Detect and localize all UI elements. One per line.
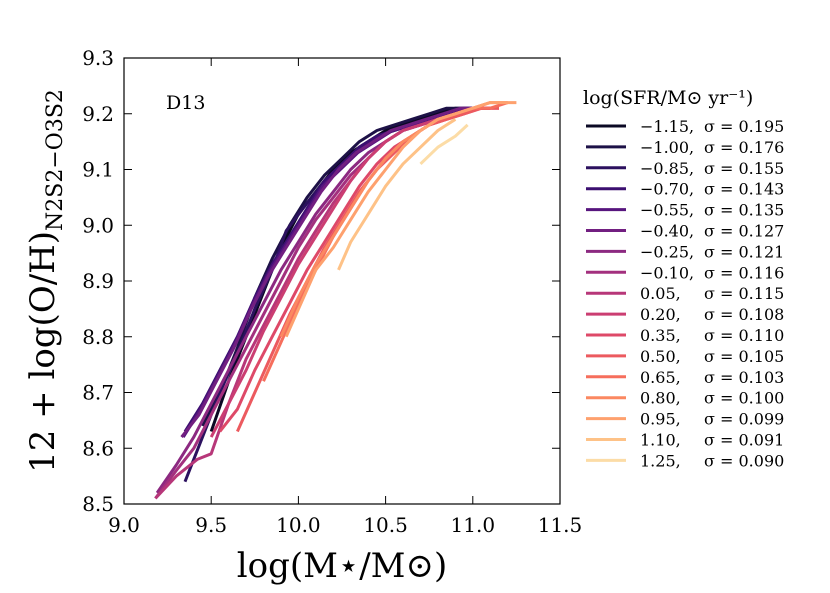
- legend-item: −0.70, σ = 0.143: [586, 180, 784, 199]
- legend-item: 0.05, σ = 0.115: [586, 284, 784, 303]
- legend-sfr-label: 0.20,: [640, 305, 681, 324]
- legend-sfr-label: −0.55,: [640, 201, 694, 220]
- legend-sigma-label: σ = 0.090: [704, 451, 784, 470]
- series-line-0: [209, 106, 491, 432]
- legend-item: 0.80, σ = 0.100: [586, 389, 784, 408]
- y-tick-label: 9.1: [82, 158, 114, 182]
- y-tick-label: 9.0: [82, 213, 114, 237]
- legend-item: −0.10, σ = 0.116: [586, 263, 784, 282]
- legend-sfr-label: 0.50,: [640, 347, 681, 366]
- legend-sfr-label: −1.00,: [640, 138, 694, 157]
- legend-sfr-label: 0.95,: [640, 410, 681, 429]
- x-tick-label: 9.5: [195, 513, 227, 537]
- legend-sigma-label: σ = 0.100: [704, 389, 784, 408]
- legend-sigma-label: σ = 0.143: [704, 180, 784, 199]
- legend-sfr-label: 0.80,: [640, 389, 681, 408]
- y-tick-label: 9.2: [82, 102, 114, 126]
- legend-item: 0.95, σ = 0.099: [586, 410, 784, 429]
- legend-item: −0.85, σ = 0.155: [586, 159, 784, 178]
- y-axis-label-sub: N2S2−O3S2: [43, 89, 68, 231]
- legend-item: 0.50, σ = 0.105: [586, 347, 784, 366]
- legend-sigma-label: σ = 0.103: [704, 368, 784, 387]
- legend-sfr-label: 1.10,: [640, 431, 681, 450]
- legend-item: −0.25, σ = 0.121: [586, 242, 784, 261]
- legend-item: −0.55, σ = 0.135: [586, 201, 784, 220]
- legend-sigma-label: σ = 0.108: [704, 305, 784, 324]
- y-tick-label: 8.5: [82, 492, 114, 516]
- legend-sigma-label: σ = 0.135: [704, 201, 784, 220]
- x-tick-label: 10.5: [363, 513, 408, 537]
- x-tick-label: 11.5: [538, 513, 583, 537]
- x-tick-label: 11.0: [451, 513, 496, 537]
- legend-item: 0.20, σ = 0.108: [586, 305, 784, 324]
- legend-sfr-label: −0.40,: [640, 222, 694, 241]
- legend-item: −1.00, σ = 0.176: [586, 138, 784, 157]
- legend-sigma-label: σ = 0.127: [704, 222, 784, 241]
- legend-sigma-label: σ = 0.115: [704, 284, 784, 303]
- y-tick-label: 8.8: [82, 325, 114, 349]
- y-tick-label: 8.6: [82, 436, 114, 460]
- legend-sfr-label: −1.15,: [640, 117, 694, 136]
- annotation-label: D13: [166, 92, 205, 114]
- legend-sigma-label: σ = 0.091: [704, 431, 784, 450]
- legend-sfr-label: 1.25,: [640, 451, 681, 470]
- legend-sigma-label: σ = 0.195: [704, 117, 784, 136]
- legend-sigma-label: σ = 0.176: [704, 138, 784, 157]
- series-line-14: [284, 101, 517, 338]
- y-axis-label-main: 12 + log(O/H): [23, 231, 63, 473]
- legend-item: 1.25, σ = 0.090: [586, 451, 784, 470]
- y-axis-label-group: 12 + log(O/H)N2S2−O3S2: [23, 89, 68, 473]
- series-layer: [154, 101, 517, 500]
- legend-title: log(SFR/M⊙ yr⁻¹): [583, 87, 753, 109]
- legend-item: 0.35, σ = 0.110: [586, 326, 784, 345]
- y-tick-label: 8.9: [82, 269, 114, 293]
- legend-item: 0.65, σ = 0.103: [586, 368, 784, 387]
- legend-item: −1.15, σ = 0.195: [586, 117, 784, 136]
- y-axis-label: 12 + log(O/H)N2S2−O3S2: [23, 89, 68, 473]
- legend-sfr-label: −0.10,: [640, 263, 694, 282]
- x-axis-label: log(M⋆/M⊙): [237, 546, 448, 586]
- legend: −1.15, σ = 0.195 −1.00, σ = 0.176 −0.85, σ = …: [586, 117, 784, 470]
- series-line-5: [180, 106, 478, 439]
- legend-sfr-label: 0.65,: [640, 368, 681, 387]
- legend-sfr-label: 0.05,: [640, 284, 681, 303]
- legend-sigma-label: σ = 0.110: [704, 326, 784, 345]
- tick-layer: 9.0 9.5 10.0 10.5 11.0 11.5 8.5 8.6 8.7 8.8 8.9 9.0…: [82, 46, 582, 537]
- legend-sigma-label: σ = 0.155: [704, 159, 784, 178]
- legend-sigma-label: σ = 0.116: [704, 263, 784, 282]
- legend-sfr-label: 0.35,: [640, 326, 681, 345]
- y-tick-label: 9.3: [82, 46, 114, 70]
- x-tick-label: 10.0: [276, 513, 321, 537]
- legend-item: 1.10, σ = 0.091: [586, 431, 784, 450]
- legend-item: −0.40, σ = 0.127: [586, 222, 784, 241]
- y-tick-label: 8.7: [82, 381, 114, 405]
- x-tick-label: 9.0: [108, 513, 140, 537]
- series-line-15: [337, 118, 457, 271]
- legend-sigma-label: σ = 0.121: [704, 242, 784, 261]
- legend-sigma-label: σ = 0.105: [704, 347, 784, 366]
- series-line-16: [419, 123, 469, 165]
- legend-sfr-label: −0.25,: [640, 242, 694, 261]
- legend-sfr-label: −0.85,: [640, 159, 694, 178]
- legend-sfr-label: −0.70,: [640, 180, 694, 199]
- legend-sigma-label: σ = 0.099: [704, 410, 784, 429]
